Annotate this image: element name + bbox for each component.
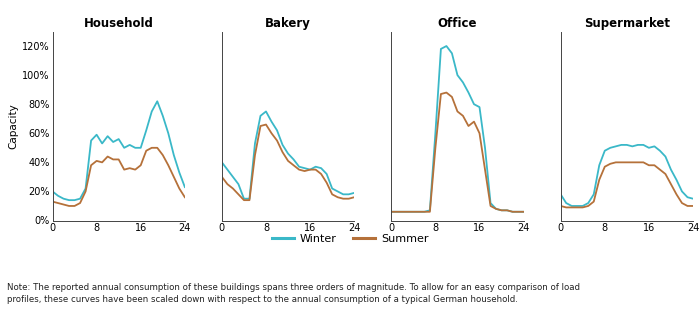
Text: Note: The reported annual consumption of these buildings spans three orders of m: Note: The reported annual consumption of… (7, 284, 580, 304)
Title: Office: Office (438, 17, 477, 30)
Legend: Winter, Summer: Winter, Summer (267, 229, 433, 248)
Title: Bakery: Bakery (265, 17, 311, 30)
Y-axis label: Capacity: Capacity (8, 103, 18, 149)
Title: Household: Household (84, 17, 153, 30)
Title: Supermarket: Supermarket (584, 17, 670, 30)
